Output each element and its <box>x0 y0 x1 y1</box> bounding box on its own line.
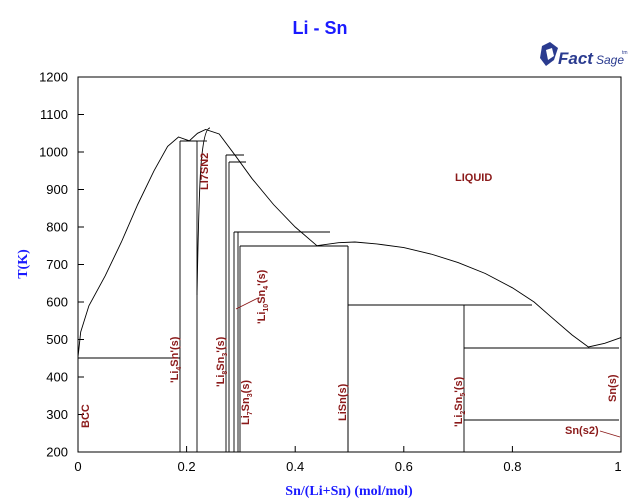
x-axis-label: Sn/(Li+Sn) (mol/mol) <box>285 484 413 499</box>
y-tick-label: 600 <box>46 295 68 310</box>
phase-label-liquid: LIQUID <box>455 172 492 184</box>
y-tick-label: 500 <box>46 332 68 347</box>
phase-label-li10sn4: 'Li10Sn4'(s) <box>256 269 270 324</box>
y-tick-label: 1200 <box>39 70 68 85</box>
y-tick-label: 300 <box>46 407 68 422</box>
logo-fact-text: Fact <box>558 49 594 68</box>
y-tick-label: 700 <box>46 257 68 272</box>
phase-label-li7sn2: LI7SN2 <box>199 153 211 190</box>
plot-frame <box>77 76 622 453</box>
chart-title: Li - Sn <box>292 18 348 38</box>
y-tick-label: 900 <box>46 182 68 197</box>
logo-sage-text: Sage <box>596 53 624 67</box>
y-tick-label: 200 <box>46 445 68 460</box>
x-axis: 0 0.2 0.4 0.6 0.8 1 <box>74 446 622 474</box>
phase-label-sn: Sn(s) <box>607 374 619 402</box>
factsage-logo-mark <box>540 42 558 66</box>
phase-label-sn2: Sn(s2) <box>565 425 599 437</box>
phase-label-li4sn: 'Li4Sn'(s) <box>169 336 183 383</box>
y-axis: 200 300 400 500 600 700 800 900 1000 110… <box>39 70 84 460</box>
phase-label-li7sn3: Li7Sn3(s) <box>240 380 254 425</box>
y-tick-label: 400 <box>46 370 68 385</box>
li10sn4-pointer-line <box>235 297 259 310</box>
y-tick-label: 1000 <box>39 145 68 160</box>
phase-label-li2sn5: 'Li2Sn5'(s) <box>453 376 467 427</box>
phase-label-lisn: LiSn(s) <box>337 383 349 421</box>
li7sn2-solvus-left <box>196 127 211 296</box>
y-tick-label: 1100 <box>40 107 68 122</box>
phase-label-li8sn3: 'Li8Sn3'(s) <box>215 336 229 387</box>
x-tick-label: 0.2 <box>178 459 196 474</box>
logo-tm-text: tm <box>622 50 628 56</box>
y-axis-label: T(K) <box>16 249 31 279</box>
x-tick-label: 0.6 <box>395 459 413 474</box>
factsage-logo: Fact Sage tm <box>540 42 628 68</box>
sn2-pointer-line <box>599 430 621 438</box>
x-tick-label: 0.4 <box>286 459 304 474</box>
phase-label-bcc: BCC <box>80 404 92 428</box>
y-tick-label: 800 <box>46 220 68 235</box>
x-tick-label: 0.8 <box>503 459 521 474</box>
x-tick-label: 0 <box>74 459 81 474</box>
liquidus-curve <box>77 129 622 358</box>
x-tick-label: 1 <box>614 459 621 474</box>
